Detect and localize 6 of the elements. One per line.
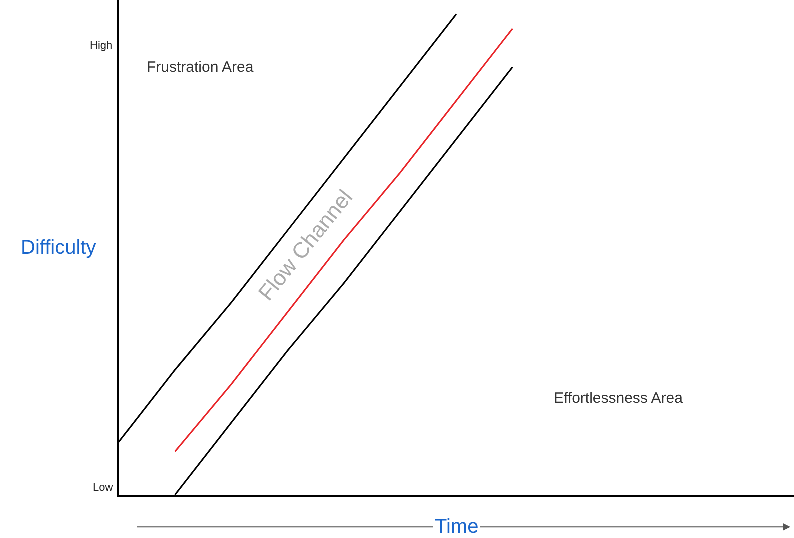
annotation: Frustration Area	[147, 59, 254, 76]
text: Low	[93, 482, 114, 494]
text: High	[90, 40, 113, 52]
x-axis-title: Time	[435, 516, 479, 538]
annotation: Effortlessness Area	[554, 390, 684, 407]
y-axis-title: Difficulty	[21, 237, 96, 259]
